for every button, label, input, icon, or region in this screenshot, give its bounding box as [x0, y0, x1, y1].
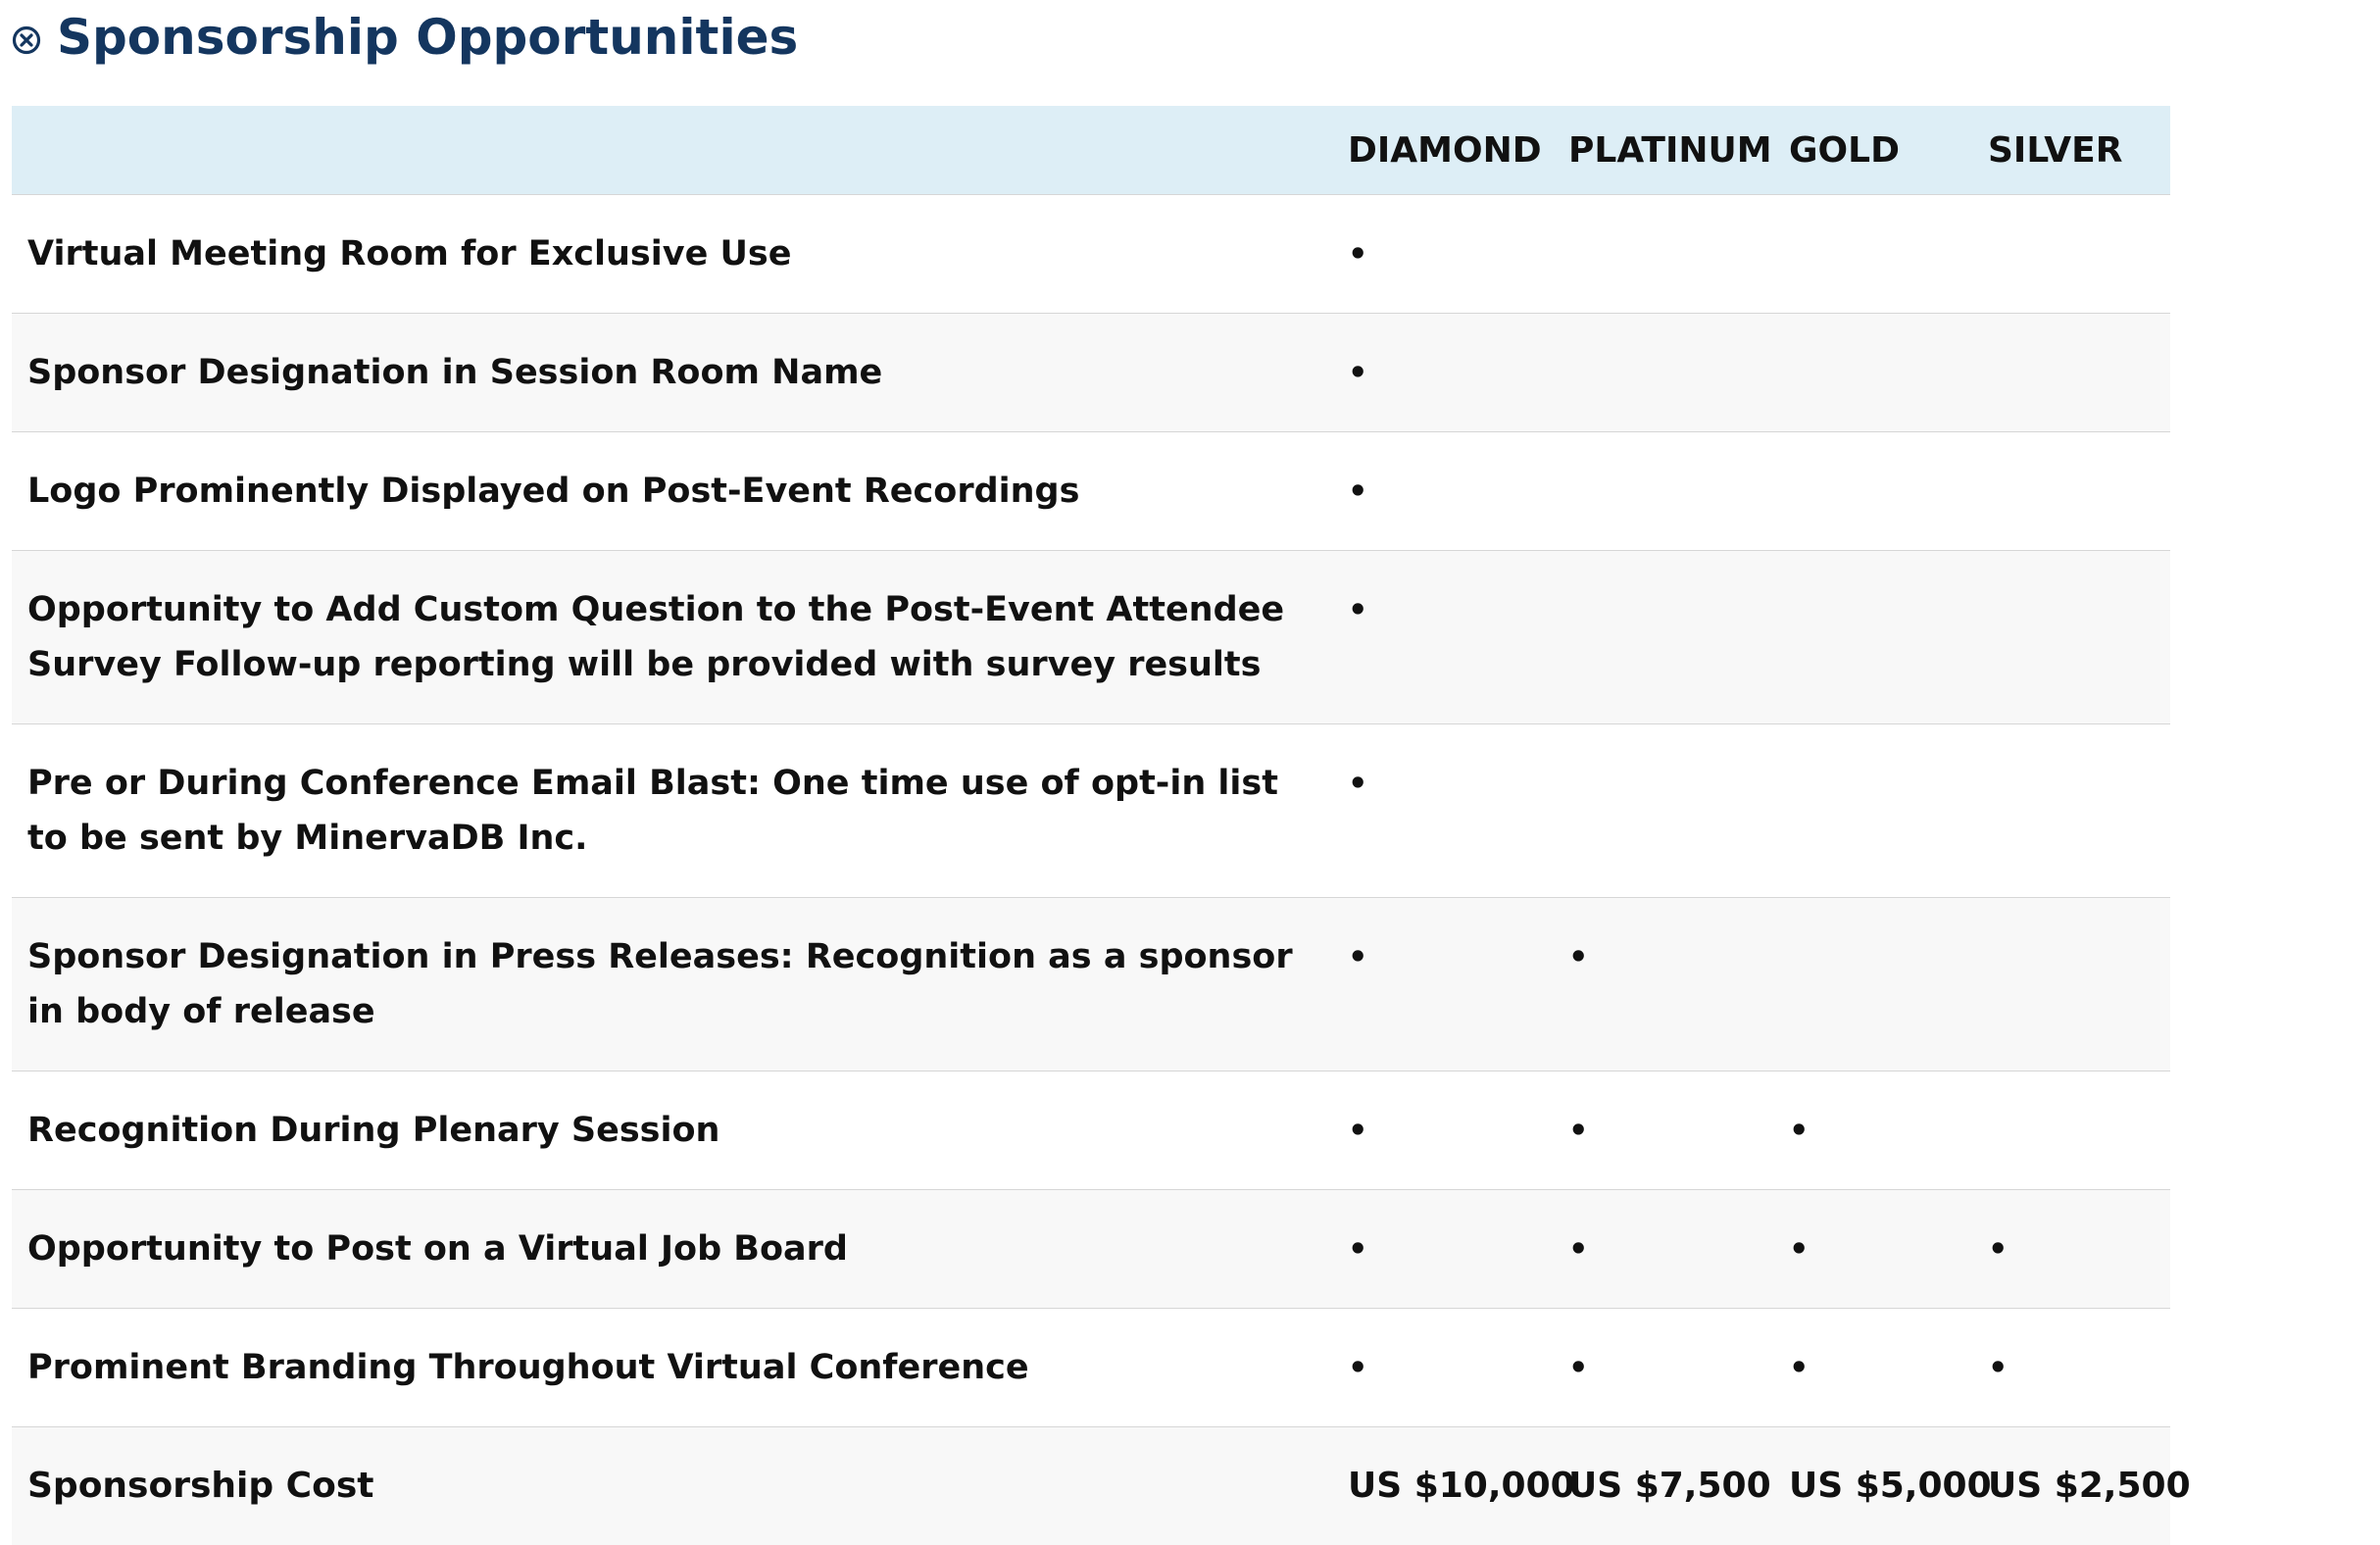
diamond-mark: • — [1348, 353, 1368, 391]
cost-row: Sponsorship Cost US $10,000 US $7,500 US… — [12, 1426, 2191, 1545]
silver-mark — [1972, 1071, 2170, 1189]
table-row: Prominent Branding Throughout Virtual Co… — [12, 1308, 2170, 1426]
silver-mark — [1972, 194, 2170, 313]
silver-price: US $2,500 — [1988, 1465, 2191, 1506]
gold-mark: • — [1789, 1348, 1810, 1386]
table-row: Opportunity to Add Custom Question to th… — [12, 550, 2170, 723]
silver-mark — [1972, 313, 2170, 431]
diamond-mark: • — [1348, 1348, 1368, 1386]
gold-mark — [1773, 194, 1972, 313]
platinum-mark: • — [1568, 1348, 1589, 1386]
table-row: Sponsor Designation in Press Releases: R… — [12, 897, 2170, 1071]
cost-label: Sponsorship Cost — [27, 1465, 374, 1506]
column-header-feature — [12, 106, 1332, 194]
column-header-gold: GOLD — [1789, 130, 1900, 172]
diamond-mark: • — [1348, 1229, 1368, 1268]
platinum-mark — [1553, 723, 1773, 897]
feature-cell: Opportunity to Post on a Virtual Job Boa… — [27, 1228, 848, 1269]
diamond-mark: • — [1348, 764, 1368, 802]
diamond-mark: • — [1348, 590, 1368, 628]
sponsorship-table: DIAMOND PLATINUM GOLD SILVER Virtual Mee… — [12, 106, 2191, 1545]
table-row: Virtual Meeting Room for Exclusive Use • — [12, 194, 2170, 313]
feature-cell: Logo Prominently Displayed on Post-Event… — [27, 471, 1080, 511]
platinum-mark — [1553, 194, 1773, 313]
gold-mark — [1773, 431, 1972, 550]
table-row: Pre or During Conference Email Blast: On… — [12, 723, 2170, 897]
silver-mark: • — [1988, 1229, 2008, 1268]
column-header-platinum: PLATINUM — [1568, 130, 1772, 172]
gold-mark — [1773, 723, 1972, 897]
table-row: Opportunity to Post on a Virtual Job Boa… — [12, 1189, 2170, 1308]
circle-x-icon[interactable] — [12, 25, 41, 55]
diamond-mark: • — [1348, 234, 1368, 273]
diamond-mark: • — [1348, 472, 1368, 510]
page-title[interactable]: Sponsorship Opportunities — [12, 6, 798, 69]
gold-mark: • — [1789, 1111, 1810, 1149]
silver-mark — [1972, 723, 2170, 897]
platinum-mark — [1553, 550, 1773, 723]
gold-mark — [1773, 897, 1972, 1071]
platinum-price: US $7,500 — [1568, 1465, 1771, 1506]
feature-cell: Sponsor Designation in Press Releases: R… — [27, 936, 1293, 1031]
table-row: Recognition During Plenary Session • • • — [12, 1071, 2170, 1189]
diamond-mark: • — [1348, 937, 1368, 975]
column-header-diamond: DIAMOND — [1348, 130, 1542, 172]
feature-cell: Virtual Meeting Room for Exclusive Use — [27, 233, 792, 274]
page-title-text: Sponsorship Opportunities — [57, 9, 799, 66]
gold-mark — [1773, 550, 1972, 723]
feature-cell: Opportunity to Add Custom Question to th… — [27, 589, 1285, 684]
table-header-row: DIAMOND PLATINUM GOLD SILVER — [12, 106, 2170, 194]
table-row: Logo Prominently Displayed on Post-Event… — [12, 431, 2170, 550]
platinum-mark — [1553, 431, 1773, 550]
silver-mark — [1972, 897, 2170, 1071]
platinum-mark: • — [1568, 937, 1589, 975]
silver-mark — [1972, 550, 2170, 723]
feature-cell: Sponsor Designation in Session Room Name — [27, 352, 883, 392]
gold-mark: • — [1789, 1229, 1810, 1268]
column-header-silver: SILVER — [1988, 130, 2123, 172]
diamond-mark: • — [1348, 1111, 1368, 1149]
diamond-price: US $10,000 — [1348, 1465, 1575, 1506]
silver-mark — [1972, 431, 2170, 550]
feature-cell: Prominent Branding Throughout Virtual Co… — [27, 1347, 1029, 1387]
gold-price: US $5,000 — [1789, 1465, 1992, 1506]
sponsorship-table-container: DIAMOND PLATINUM GOLD SILVER Virtual Mee… — [12, 106, 2191, 1545]
gold-mark — [1773, 313, 1972, 431]
feature-cell: Pre or During Conference Email Blast: On… — [27, 763, 1278, 858]
platinum-mark: • — [1568, 1229, 1589, 1268]
table-row: Sponsor Designation in Session Room Name… — [12, 313, 2170, 431]
platinum-mark — [1553, 313, 1773, 431]
platinum-mark: • — [1568, 1111, 1589, 1149]
feature-cell: Recognition During Plenary Session — [27, 1110, 720, 1150]
silver-mark: • — [1988, 1348, 2008, 1386]
